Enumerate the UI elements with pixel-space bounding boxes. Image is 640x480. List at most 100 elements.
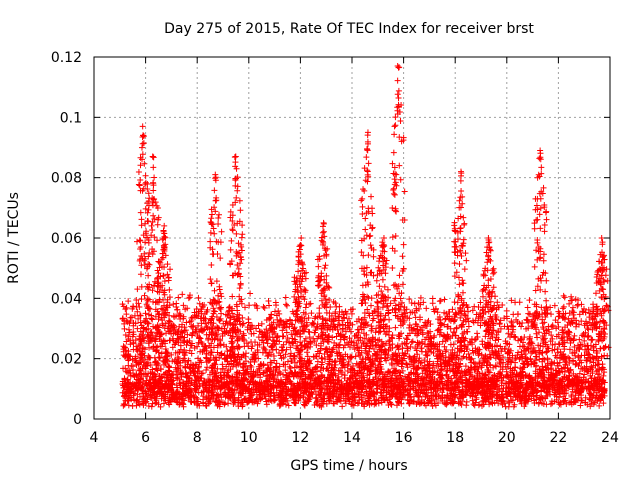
data-point xyxy=(355,361,362,368)
data-point xyxy=(361,335,368,342)
data-point xyxy=(409,338,416,345)
data-point xyxy=(294,342,301,349)
data-point xyxy=(186,347,193,354)
data-point xyxy=(186,319,193,326)
data-point xyxy=(195,294,202,301)
data-point xyxy=(576,336,583,343)
data-point xyxy=(260,303,267,310)
data-point xyxy=(325,360,332,367)
data-point xyxy=(570,311,577,318)
data-point xyxy=(166,364,173,371)
data-point xyxy=(561,397,568,404)
data-point xyxy=(572,317,579,324)
data-point xyxy=(503,307,510,314)
data-point xyxy=(120,365,127,372)
data-point xyxy=(180,302,187,309)
data-point xyxy=(277,352,284,359)
data-point xyxy=(566,300,573,307)
data-point xyxy=(452,332,459,339)
data-point xyxy=(297,333,304,340)
data-point xyxy=(153,359,160,366)
data-point xyxy=(449,306,456,313)
data-point xyxy=(218,293,225,300)
data-point xyxy=(283,302,290,309)
data-point xyxy=(419,365,426,372)
data-point xyxy=(284,358,291,365)
data-point xyxy=(408,339,415,346)
data-point xyxy=(169,321,176,328)
data-point xyxy=(441,296,448,303)
data-point xyxy=(153,397,160,404)
data-point xyxy=(557,369,564,376)
data-point xyxy=(308,310,315,317)
data-point xyxy=(577,402,584,409)
data-point xyxy=(264,353,271,360)
data-point xyxy=(184,331,191,338)
data-points xyxy=(119,63,612,410)
data-point xyxy=(265,297,272,304)
data-point xyxy=(555,331,562,338)
data-point xyxy=(165,363,172,370)
data-point xyxy=(175,294,182,301)
data-point xyxy=(268,311,275,318)
data-point xyxy=(464,328,471,335)
data-point xyxy=(493,334,500,341)
data-point xyxy=(384,302,391,309)
data-point xyxy=(411,300,418,307)
data-point xyxy=(417,360,424,367)
data-point xyxy=(131,312,138,319)
data-point xyxy=(453,324,460,331)
data-point xyxy=(510,311,517,318)
data-point xyxy=(589,315,596,322)
data-point xyxy=(417,294,424,301)
data-point xyxy=(137,312,144,319)
data-point xyxy=(275,307,282,314)
data-point xyxy=(462,363,469,370)
data-point xyxy=(496,385,503,392)
data-point xyxy=(137,365,144,372)
data-point xyxy=(434,309,441,316)
data-point xyxy=(543,297,550,304)
data-point xyxy=(404,364,411,371)
data-point xyxy=(320,329,327,336)
data-point xyxy=(524,316,531,323)
data-point xyxy=(387,300,394,307)
data-point xyxy=(342,328,349,335)
data-point xyxy=(158,305,165,312)
data-point xyxy=(552,352,559,359)
data-point xyxy=(225,308,232,315)
data-point xyxy=(148,403,155,410)
data-point xyxy=(303,365,310,372)
data-point xyxy=(318,361,325,368)
data-point xyxy=(331,359,338,366)
data-point xyxy=(263,401,270,408)
data-point xyxy=(282,351,289,358)
data-point xyxy=(276,338,283,345)
data-point xyxy=(305,314,312,321)
data-point xyxy=(507,393,514,400)
data-point xyxy=(313,342,320,349)
data-point xyxy=(146,338,153,345)
data-point xyxy=(180,313,187,320)
data-point xyxy=(377,361,384,368)
data-point xyxy=(439,338,446,345)
data-point xyxy=(441,343,448,350)
data-point xyxy=(243,340,250,347)
data-point xyxy=(184,338,191,345)
data-point xyxy=(423,305,430,312)
data-point xyxy=(248,330,255,337)
data-point xyxy=(548,332,555,339)
data-point xyxy=(482,371,489,378)
data-point xyxy=(524,361,531,368)
data-point xyxy=(171,326,178,333)
data-point xyxy=(353,318,360,325)
data-point xyxy=(364,321,371,328)
data-point xyxy=(132,357,139,364)
data-point xyxy=(145,359,152,366)
data-point xyxy=(195,322,202,329)
data-point xyxy=(261,304,268,311)
data-point xyxy=(560,364,567,371)
data-point xyxy=(576,370,583,377)
data-point xyxy=(574,302,581,309)
